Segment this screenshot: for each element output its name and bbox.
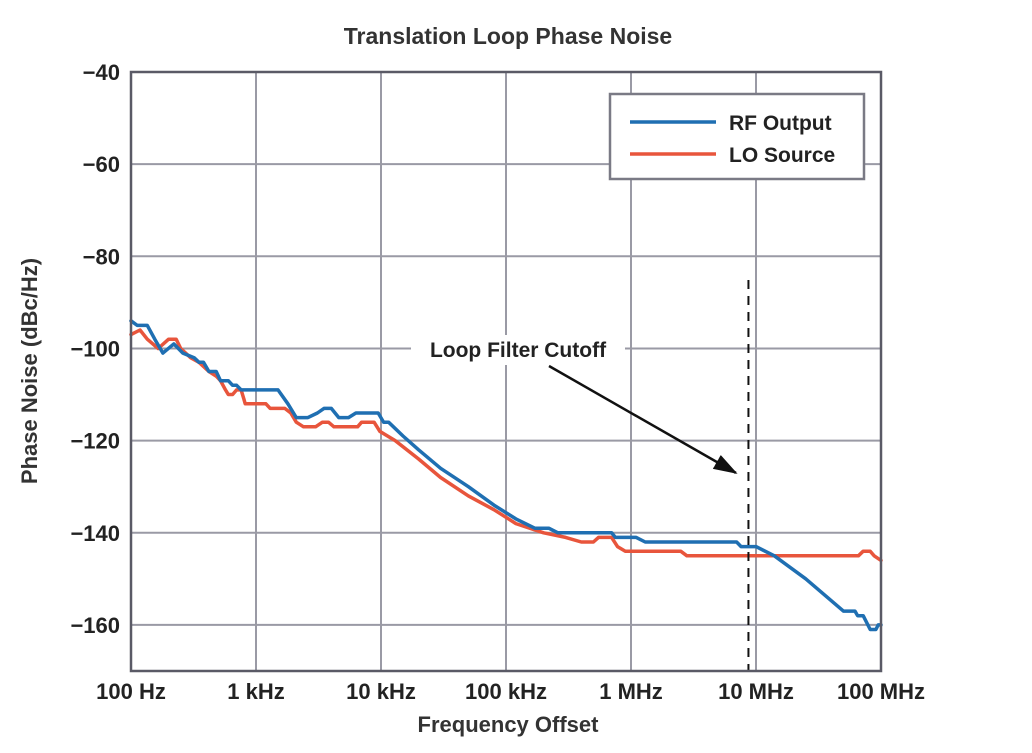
x-tick-label-6: 100 MHz xyxy=(837,679,925,704)
series-line-rf-output xyxy=(129,319,883,632)
legend-box xyxy=(608,92,866,181)
annotation-group: Loop Filter Cutoff xyxy=(411,280,750,671)
legend-label-lo-source: LO Source xyxy=(729,144,835,167)
y-tick-label-2: −80 xyxy=(83,244,120,269)
y-tick-label-4: −120 xyxy=(70,429,120,454)
x-tick-label-0: 100 Hz xyxy=(96,679,166,704)
legend: RF Output LO Source xyxy=(608,92,866,181)
annotation-arrow xyxy=(548,364,738,474)
annotation-label-bg xyxy=(411,335,625,365)
x-tick-label-1: 1 kHz xyxy=(227,679,284,704)
y-tick-label-5: −140 xyxy=(70,521,120,546)
y-tick-label-1: −60 xyxy=(83,152,120,177)
x-tick-label-3: 100 kHz xyxy=(465,679,547,704)
y-axis-label: Phase Noise (dBc/Hz) xyxy=(17,258,42,484)
annotation-label: Loop Filter Cutoff xyxy=(430,339,607,362)
series-group xyxy=(129,319,883,632)
axis-ticks: 100 Hz 1 kHz 10 kHz 100 kHz 1 MHz 10 MHz 100 M… xyxy=(70,60,925,704)
legend-label-rf-output: RF Output xyxy=(729,112,832,135)
x-tick-label-4: 1 MHz xyxy=(599,679,663,704)
series-line-lo-source xyxy=(129,328,883,563)
x-tick-label-5: 10 MHz xyxy=(718,679,794,704)
x-axis-label: Frequency Offset xyxy=(418,712,600,737)
y-tick-label-0: −40 xyxy=(83,60,120,85)
plot-frame xyxy=(129,70,883,673)
x-tick-label-2: 10 kHz xyxy=(346,679,416,704)
chart-title: Translation Loop Phase Noise xyxy=(344,23,672,49)
y-tick-label-6: −160 xyxy=(70,613,120,638)
y-tick-label-3: −100 xyxy=(70,336,120,361)
